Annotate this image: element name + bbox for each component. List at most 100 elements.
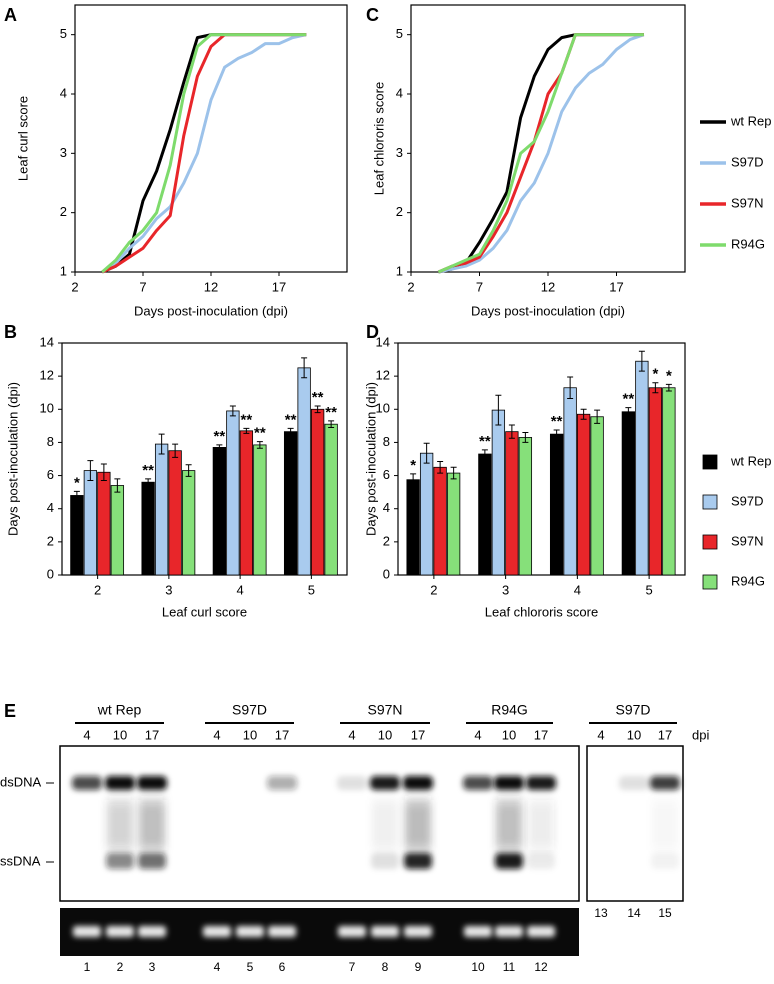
bar bbox=[168, 450, 182, 576]
band bbox=[105, 776, 135, 790]
legend-swatch bbox=[702, 574, 718, 590]
x-tick-label: 7 bbox=[139, 279, 146, 294]
band bbox=[650, 776, 680, 790]
smear bbox=[107, 800, 133, 850]
bar bbox=[324, 423, 338, 576]
gel-band bbox=[138, 926, 166, 937]
legend-label: S97N bbox=[731, 195, 764, 210]
y-axis-label: Days post-inoculation (dpi) bbox=[363, 382, 378, 536]
bar bbox=[141, 481, 155, 576]
plot-frame bbox=[410, 4, 686, 273]
y-tick-label: 8 bbox=[47, 434, 54, 449]
bar bbox=[181, 470, 196, 576]
y-tick-label: 14 bbox=[376, 334, 390, 349]
bar bbox=[635, 360, 649, 576]
gel-band bbox=[371, 926, 399, 937]
band bbox=[527, 853, 555, 869]
significance: ** bbox=[623, 391, 635, 408]
x-tick-label: 5 bbox=[646, 582, 653, 597]
band bbox=[526, 776, 556, 790]
legend-label: wt Rep bbox=[730, 113, 771, 128]
band bbox=[494, 776, 524, 790]
lane-number: 6 bbox=[279, 960, 286, 974]
y-tick-label: 6 bbox=[383, 467, 390, 482]
y-tick-label: 12 bbox=[40, 368, 54, 383]
lane-number: 12 bbox=[534, 960, 548, 974]
y-tick-label: 0 bbox=[383, 566, 390, 581]
band bbox=[337, 776, 367, 790]
y-tick-label: 4 bbox=[396, 85, 403, 100]
y-tick-label: 4 bbox=[47, 500, 54, 515]
error-bar bbox=[229, 405, 236, 417]
dpi-label: 17 bbox=[534, 727, 548, 742]
x-axis-label: Leaf chlororis score bbox=[485, 604, 598, 619]
error-bar bbox=[243, 427, 250, 434]
error-bar bbox=[423, 442, 430, 464]
error-bar bbox=[100, 463, 107, 482]
x-axis-label: Days post-inoculation (dpi) bbox=[471, 303, 625, 318]
dpi-label: 4 bbox=[597, 727, 604, 742]
bar bbox=[518, 437, 533, 576]
y-tick-label: 1 bbox=[60, 263, 67, 278]
gel-band bbox=[527, 926, 555, 937]
y-tick-label: 0 bbox=[47, 566, 54, 581]
significance: ** bbox=[551, 413, 563, 430]
error-bar bbox=[185, 464, 192, 477]
dpi-label: 4 bbox=[83, 727, 90, 742]
y-tick-label: 5 bbox=[396, 26, 403, 41]
gel-band bbox=[495, 926, 523, 937]
bar bbox=[283, 431, 298, 576]
bar bbox=[549, 433, 564, 576]
gel-band bbox=[404, 926, 432, 937]
error-bar bbox=[87, 460, 94, 482]
legend-swatch bbox=[702, 454, 718, 470]
legend-label: S97D bbox=[731, 493, 764, 508]
y-tick-label: 10 bbox=[40, 401, 54, 416]
y-tick-label: 12 bbox=[376, 368, 390, 383]
bar bbox=[212, 446, 227, 576]
gel-band bbox=[268, 926, 296, 937]
error-bar bbox=[594, 409, 601, 424]
bar bbox=[446, 472, 461, 576]
bar: S97N bbox=[97, 471, 111, 576]
band bbox=[370, 776, 400, 790]
y-tick-label: 14 bbox=[40, 334, 54, 349]
error-bar bbox=[508, 424, 515, 439]
error-bar bbox=[410, 473, 417, 487]
bar bbox=[154, 443, 169, 576]
error-bar bbox=[567, 376, 574, 400]
error-bar bbox=[145, 478, 152, 487]
error-bar bbox=[450, 466, 457, 480]
error-bar bbox=[625, 407, 632, 417]
bar bbox=[491, 409, 506, 576]
dpi-label: 10 bbox=[502, 727, 516, 742]
error-bar bbox=[665, 383, 672, 392]
y-tick-label: 6 bbox=[47, 467, 54, 482]
group-label: S97D bbox=[232, 702, 267, 718]
x-tick-label: 7 bbox=[476, 279, 483, 294]
series-line bbox=[438, 33, 645, 274]
legend-label: S97N bbox=[731, 533, 764, 548]
bar: S97D bbox=[83, 470, 98, 576]
bar bbox=[226, 410, 240, 576]
significance: * bbox=[410, 457, 416, 474]
legend-label: R94G bbox=[731, 236, 765, 251]
series-line: R94G bbox=[101, 33, 307, 274]
gel-band bbox=[203, 926, 231, 937]
gel-band bbox=[73, 926, 101, 937]
dpi-label: 17 bbox=[145, 727, 159, 742]
error-bar bbox=[553, 429, 560, 439]
error-bar bbox=[314, 405, 321, 414]
bar: R94G bbox=[110, 485, 125, 576]
x-tick-label: 4 bbox=[574, 582, 581, 597]
lane-number: 14 bbox=[627, 906, 641, 920]
x-tick-label: 12 bbox=[541, 279, 555, 294]
x-tick-label: 12 bbox=[204, 279, 218, 294]
error-bar bbox=[172, 443, 179, 458]
y-axis-label: Leaf chlororis score bbox=[371, 82, 386, 195]
x-tick-label: 2 bbox=[71, 279, 78, 294]
error-bar bbox=[216, 444, 223, 451]
y-axis-label: Days post-inoculation (dpi) bbox=[5, 382, 20, 536]
bar bbox=[563, 387, 577, 576]
